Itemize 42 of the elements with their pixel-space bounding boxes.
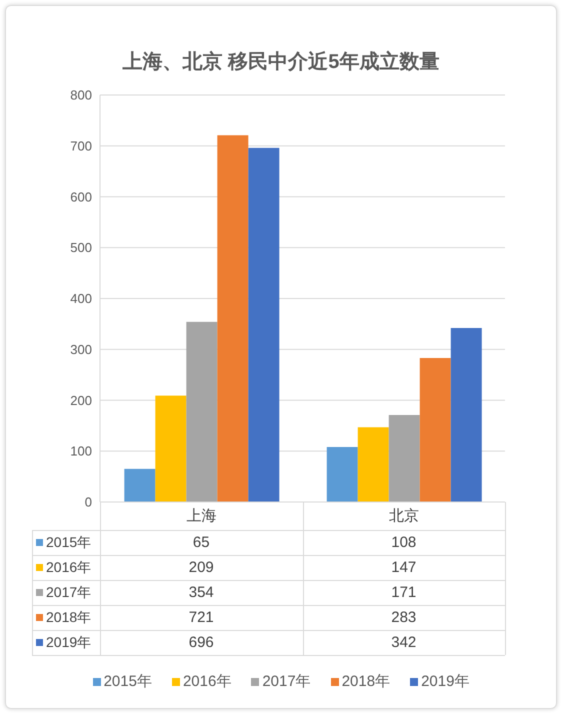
legend-label: 2015年	[46, 534, 92, 552]
data-label: 283	[391, 609, 416, 626]
x-tick-label: 北京	[388, 508, 419, 525]
bar	[248, 148, 280, 502]
bar	[155, 396, 186, 502]
y-tick-label: 400	[70, 291, 92, 306]
y-tick-label: 200	[70, 392, 92, 408]
legend-label: 2017年	[46, 584, 92, 602]
y-tick-label: 700	[70, 138, 92, 154]
data-label: 108	[391, 534, 416, 551]
chart-title: 上海、北京 移民中介近5年成立数量	[122, 50, 440, 75]
text: 2018年	[342, 673, 390, 690]
text: 2015年	[104, 673, 152, 690]
data-label: 696	[188, 634, 214, 651]
y-tick-label: 600	[70, 189, 92, 204]
bar	[388, 415, 420, 502]
x-tick-label: 上海	[186, 508, 216, 525]
y-tick-label: 500	[70, 240, 92, 256]
text: 2016年	[182, 673, 232, 690]
data-label: 147	[391, 559, 416, 576]
data-label: 721	[188, 609, 214, 626]
bar	[358, 427, 389, 502]
text: 2017年	[262, 673, 311, 690]
data-label: 65	[192, 534, 210, 551]
y-tick-label: 100	[70, 444, 92, 459]
y-tick-label: 800	[70, 88, 92, 103]
legend-label: 2016年	[46, 558, 92, 576]
y-tick-label: 0	[84, 494, 92, 510]
bar	[124, 468, 156, 502]
bar	[450, 328, 482, 502]
data-label: 209	[188, 559, 214, 576]
bar	[217, 135, 248, 502]
legend-label: 2018年	[46, 608, 92, 626]
data-label: 171	[391, 584, 416, 601]
bar	[186, 322, 218, 502]
data-label: 342	[391, 634, 416, 651]
bar	[326, 447, 358, 502]
y-tick-label: 300	[70, 342, 92, 357]
bar	[420, 358, 451, 502]
text: 2019年	[46, 634, 92, 650]
legend-label: 2019年	[421, 672, 470, 691]
data-label: 354	[188, 584, 214, 601]
